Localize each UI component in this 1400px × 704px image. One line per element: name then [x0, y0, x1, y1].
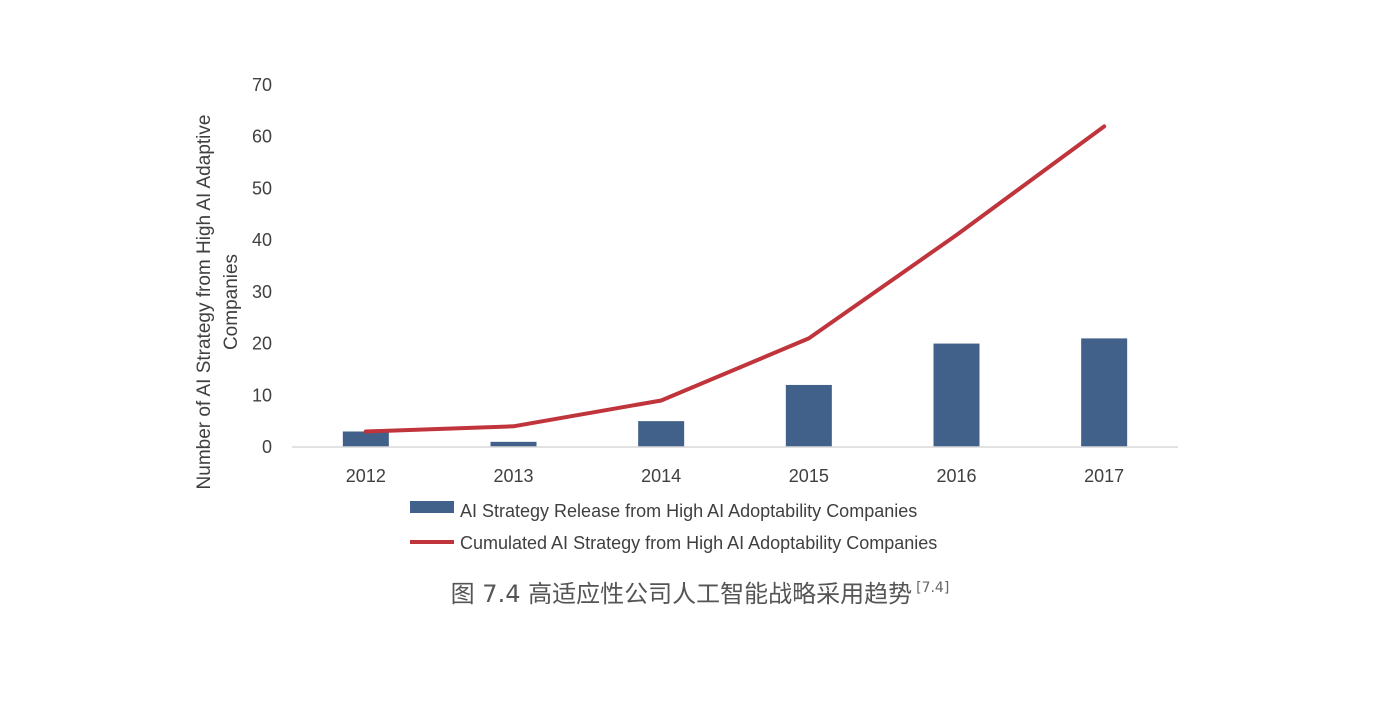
bar-2015	[785, 384, 832, 447]
x-tick-label: 2014	[641, 466, 681, 486]
y-tick-label: 10	[252, 385, 272, 405]
bar-2012	[342, 431, 389, 447]
legend: AI Strategy Release from High AI Adoptab…	[410, 501, 937, 553]
y-axis-title-line1: Number of AI Strategy from High AI Adapt…	[194, 115, 215, 490]
x-tick-label: 2017	[1084, 466, 1124, 486]
bar-2017	[1081, 338, 1128, 447]
y-tick-label: 20	[252, 334, 272, 354]
legend-label-line: Cumulated AI Strategy from High AI Adopt…	[460, 533, 937, 553]
x-tick-label: 2016	[936, 466, 976, 486]
y-tick-label: 70	[252, 75, 272, 95]
bar-2014	[638, 421, 685, 447]
bar-2013	[490, 441, 537, 447]
y-tick-label: 30	[252, 282, 272, 302]
y-tick-label: 40	[252, 230, 272, 250]
y-axis-title-line2: Companies	[221, 254, 242, 350]
legend-swatch-bar	[410, 501, 454, 513]
x-tick-label: 2015	[789, 466, 829, 486]
x-tick-labels: 2012 2013 2014 2015 2016 2017	[346, 466, 1124, 486]
bar-2016	[933, 343, 980, 447]
figure-caption-text: 图 7.4 高适应性公司人工智能战略采用趋势	[450, 580, 913, 608]
legend-label-bar: AI Strategy Release from High AI Adoptab…	[460, 501, 917, 521]
y-tick-labels: 0 10 20 30 40 50 60 70	[252, 75, 272, 457]
x-tick-label: 2012	[346, 466, 386, 486]
y-tick-label: 50	[252, 178, 272, 198]
line-series	[363, 124, 1107, 434]
figure-caption-ref: [7.4]	[916, 580, 950, 596]
y-tick-label: 0	[262, 437, 272, 457]
x-tick-label: 2013	[493, 466, 533, 486]
figure-caption: 图 7.4 高适应性公司人工智能战略采用趋势 [7.4]	[0, 574, 1400, 609]
bar-series	[342, 338, 1128, 447]
y-axis-title: Number of AI Strategy from High AI Adapt…	[194, 115, 242, 490]
y-tick-label: 60	[252, 127, 272, 147]
cumulative-line	[363, 124, 1107, 434]
